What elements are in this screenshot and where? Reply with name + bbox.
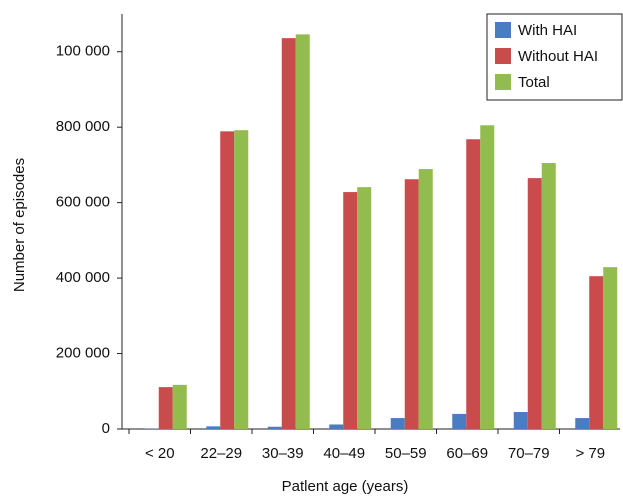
y-tick-label: 800 000 bbox=[56, 118, 110, 135]
legend-label: Total bbox=[518, 74, 550, 91]
legend-swatch bbox=[495, 22, 511, 38]
legend-label: With HAI bbox=[518, 22, 577, 39]
y-tick-label: 200 000 bbox=[56, 345, 110, 362]
bar bbox=[541, 163, 556, 430]
bar bbox=[267, 426, 282, 429]
bar bbox=[281, 38, 296, 430]
bar bbox=[603, 267, 618, 429]
bar bbox=[527, 178, 542, 429]
bar bbox=[480, 125, 495, 429]
bar bbox=[220, 131, 235, 429]
y-tick-label: 600 000 bbox=[56, 194, 110, 211]
bar bbox=[234, 130, 249, 429]
bar bbox=[206, 426, 221, 429]
y-tick-label: 100 000 bbox=[56, 43, 110, 60]
y-tick-label: 0 bbox=[102, 420, 110, 437]
y-axis-title: Number of episodes bbox=[11, 158, 28, 292]
bar bbox=[418, 169, 433, 430]
x-tick-label: > 79 bbox=[575, 445, 605, 462]
bar bbox=[329, 424, 344, 429]
x-axis-title: Patlent age (years) bbox=[282, 478, 409, 495]
y-tick-label: 400 000 bbox=[56, 269, 110, 286]
legend-swatch bbox=[495, 74, 511, 90]
bar bbox=[343, 192, 358, 429]
bar bbox=[295, 34, 310, 429]
x-tick-label: 22–29 bbox=[200, 445, 242, 462]
x-tick-label: 30–39 bbox=[262, 445, 304, 462]
bar bbox=[575, 418, 590, 429]
bar bbox=[390, 418, 405, 429]
legend-label: Without HAI bbox=[518, 48, 598, 65]
bar bbox=[404, 179, 419, 429]
bar bbox=[452, 413, 467, 429]
x-tick-label: 40–49 bbox=[323, 445, 365, 462]
x-tick-label: < 20 bbox=[145, 445, 175, 462]
bar bbox=[172, 384, 187, 429]
bar bbox=[466, 139, 481, 429]
x-tick-label: 70–79 bbox=[508, 445, 550, 462]
bar bbox=[513, 412, 528, 429]
bar bbox=[158, 387, 173, 429]
bar bbox=[357, 187, 372, 429]
bar bbox=[589, 276, 604, 429]
x-tick-label: 50–59 bbox=[385, 445, 427, 462]
x-tick-label: 60–69 bbox=[446, 445, 488, 462]
legend-swatch bbox=[495, 48, 511, 64]
